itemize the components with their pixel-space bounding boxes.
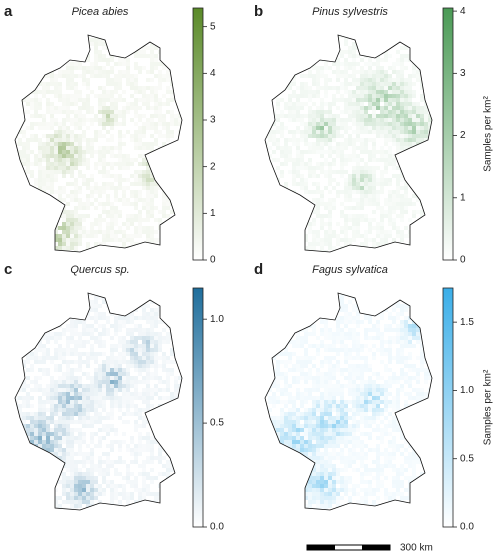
colorbar xyxy=(442,7,454,261)
panel-letter: d xyxy=(254,261,263,278)
map xyxy=(264,292,433,511)
colorbar-tick-label: 1 xyxy=(210,208,216,219)
density-layer xyxy=(15,35,182,252)
colorbar-tick-label: 0 xyxy=(460,255,466,266)
colorbar-tick-label: 1.5 xyxy=(460,317,474,328)
panel-letter: a xyxy=(4,3,13,20)
colorbar-tick-label: 2 xyxy=(210,161,216,172)
panel-title: Pinus sylvestris xyxy=(312,6,388,18)
colorbar-tick-label: 4 xyxy=(460,6,466,17)
map xyxy=(14,292,183,511)
density-layer xyxy=(265,293,432,510)
colorbar xyxy=(192,7,204,261)
colorbar-tick-label: 0 xyxy=(210,255,216,266)
colorbar-tick-label: 5 xyxy=(210,21,216,32)
colorbar-tick-label: 1.0 xyxy=(460,385,474,396)
panel-title: Fagus sylvatica xyxy=(312,264,388,276)
colorbar-tick-label: 3 xyxy=(210,115,216,126)
panel: b Pinus sylvestris 0 1 2 3 4 Samples per km² xyxy=(254,3,494,266)
panel-title: Quercus sp. xyxy=(70,264,129,276)
density-layer xyxy=(15,293,182,510)
map xyxy=(14,34,183,253)
colorbar-tick-label: 1 xyxy=(460,192,466,203)
scale-bar: 300 km xyxy=(306,543,433,554)
colorbar xyxy=(192,287,204,528)
panel-letter: b xyxy=(254,3,263,20)
panel: c Quercus sp. 0.0 0.5 1.0 xyxy=(4,261,224,533)
colorbar xyxy=(442,287,454,528)
colorbar-tick-label: 0.0 xyxy=(460,522,474,533)
panel-letter: c xyxy=(4,261,12,278)
panel: a Picea abies 0 1 2 3 4 5 xyxy=(4,3,216,266)
colorbar-label: Samples per km² xyxy=(483,369,494,445)
colorbar-label: Samples per km² xyxy=(483,96,494,172)
colorbar-tick-label: 3 xyxy=(460,68,466,79)
colorbar-tick-label: 1.0 xyxy=(210,314,224,325)
density-layer xyxy=(265,35,432,252)
colorbar-tick-label: 0.5 xyxy=(210,418,224,429)
scale-label: 300 km xyxy=(400,543,433,554)
colorbar-tick-label: 0.5 xyxy=(460,453,474,464)
colorbar-tick-label: 4 xyxy=(210,68,216,79)
panel-title: Picea abies xyxy=(72,6,129,18)
map xyxy=(264,34,433,253)
panel: d Fagus sylvatica 0.0 0.5 1.0 1.5 Samples per … xyxy=(254,261,494,533)
colorbar-tick-label: 2 xyxy=(460,130,466,141)
colorbar-tick-label: 0.0 xyxy=(210,522,224,533)
